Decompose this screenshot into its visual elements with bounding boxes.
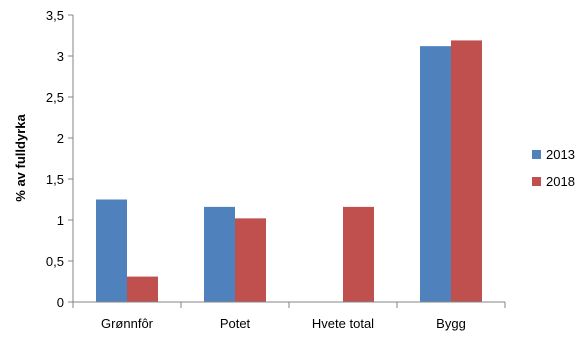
y-tick-label: 2,5	[46, 90, 64, 105]
legend-label-2013: 2013	[546, 147, 575, 162]
bar-2018-0	[127, 276, 158, 302]
y-tick-label: 0	[57, 295, 64, 310]
legend-label-2018: 2018	[546, 174, 575, 189]
x-tick-label: Potet	[220, 316, 251, 331]
y-tick-label: 1	[57, 213, 64, 228]
x-tick-label: Hvete total	[312, 316, 374, 331]
y-tick-label: 2	[57, 131, 64, 146]
x-tick-label: Grønnfôr	[101, 316, 154, 331]
x-axis-labels: Grønnfôr Potet Hvete total Bygg	[72, 302, 506, 331]
legend: 2013 2018	[532, 147, 575, 189]
y-tick-label: 1,5	[46, 172, 64, 187]
x-tick-label: Bygg	[436, 316, 466, 331]
bar-2013-3	[420, 46, 451, 302]
bar-2018-1	[235, 218, 266, 302]
y-tick-label: 0,5	[46, 254, 64, 269]
legend-swatch-2013	[532, 150, 541, 159]
bar-2013-1	[204, 206, 235, 302]
bar-2018-3	[451, 40, 482, 303]
bars	[96, 40, 482, 303]
y-tick-label: 3	[57, 49, 64, 64]
y-axis-ticks: 0 0,5 1 1,5 2 2,5 3 3,5	[46, 8, 73, 310]
y-tick-label: 3,5	[46, 8, 64, 23]
legend-swatch-2018	[532, 177, 541, 186]
bar-2018-2	[343, 206, 374, 302]
y-axis-title: % av fulldyrka	[13, 114, 28, 202]
bar-2013-0	[96, 199, 127, 302]
